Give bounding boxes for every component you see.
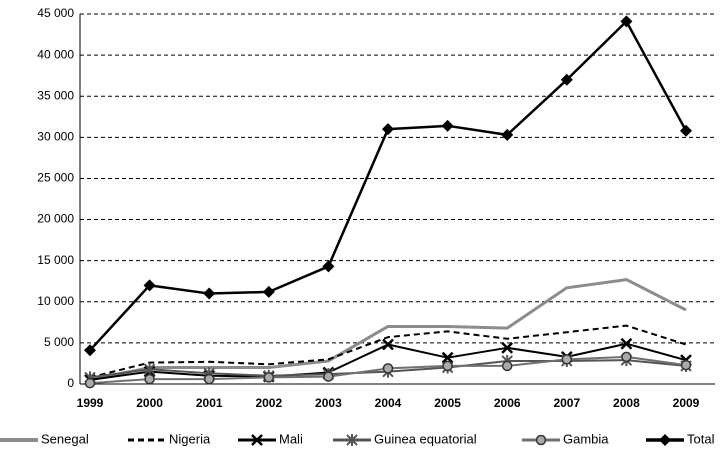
marker-cross [382, 338, 394, 351]
x-tick-label: 2002 [255, 396, 282, 410]
marker [322, 260, 335, 273]
y-tick-label: 40 000 [37, 47, 74, 61]
x-tick-label: 2007 [553, 396, 580, 410]
x-tick-label: 2003 [315, 396, 342, 410]
y-tick-label: 20 000 [37, 212, 74, 226]
marker [84, 377, 96, 389]
marker [84, 344, 96, 357]
marker-diamond [501, 128, 514, 141]
marker-circle [680, 359, 692, 371]
marker [441, 351, 454, 364]
x-tick-label: 1999 [77, 396, 104, 410]
x-tick-label: 2000 [136, 396, 163, 410]
marker-circle [382, 363, 394, 374]
x-tick-label: 2001 [196, 396, 223, 410]
marker [143, 363, 156, 376]
y-tick-label: 35 000 [37, 88, 74, 102]
series-line [89, 278, 687, 382]
marker [680, 359, 692, 371]
marker-diamond [143, 279, 156, 292]
marker-circle [84, 377, 96, 389]
marker [621, 351, 632, 363]
x-tick-label: 2004 [375, 396, 402, 410]
marker [442, 360, 453, 372]
marker [203, 287, 216, 300]
legend-label: Gambia [563, 431, 609, 446]
marker [680, 124, 692, 137]
marker-circle [203, 373, 215, 385]
marker [382, 363, 394, 374]
marker-diamond [262, 285, 275, 298]
marker-circle [263, 372, 275, 383]
y-tick-label: 5 000 [44, 335, 74, 349]
x-tick-label: 2006 [494, 396, 521, 410]
marker-diamond [382, 123, 394, 136]
marker-diamond [203, 287, 216, 300]
marker [501, 128, 514, 141]
marker [323, 371, 334, 382]
marker-diamond [659, 434, 671, 446]
marker-diamond [680, 124, 692, 137]
marker [382, 123, 394, 136]
marker [263, 372, 275, 383]
y-tick-label: 15 000 [37, 253, 74, 267]
marker-circle [144, 373, 155, 385]
marker [251, 434, 263, 446]
marker-circle [323, 371, 334, 382]
marker [560, 73, 573, 86]
x-tick-label: 2009 [673, 396, 700, 410]
legend-label: Total [687, 431, 715, 446]
marker-diamond [620, 15, 633, 28]
marker-cross [501, 341, 514, 354]
marker [143, 279, 156, 292]
y-tick-label: 45 000 [37, 6, 74, 20]
legend-label: Guinea equatorial [374, 431, 477, 446]
y-tick-label: 0 [67, 376, 74, 390]
marker-diamond [84, 344, 96, 357]
marker-circle [442, 360, 453, 372]
marker-cross [620, 337, 633, 350]
marker [561, 354, 573, 365]
marker [203, 373, 215, 385]
legend-label: Senegal [41, 431, 89, 446]
marker-cross [441, 351, 454, 364]
y-tick-label: 25 000 [37, 171, 74, 185]
marker-cross [251, 434, 263, 446]
legend-label: Mali [279, 431, 303, 446]
x-tick-label: 2005 [434, 396, 461, 410]
marker-circle [535, 434, 547, 446]
marker [346, 434, 358, 446]
marker-diamond [560, 73, 573, 86]
series-line [89, 20, 688, 352]
marker [535, 434, 547, 446]
marker [441, 119, 454, 132]
marker [620, 15, 633, 28]
marker [144, 373, 155, 385]
marker-circle [621, 351, 632, 363]
marker-star [346, 434, 358, 446]
series-line [89, 324, 687, 379]
y-tick-label: 30 000 [37, 130, 74, 144]
marker [659, 434, 671, 446]
marker-circle [501, 360, 513, 372]
x-tick-label: 2008 [613, 396, 640, 410]
marker-diamond [322, 260, 335, 273]
marker [501, 341, 514, 354]
marker-star [143, 363, 156, 376]
marker [382, 338, 394, 351]
marker [620, 337, 633, 350]
marker [501, 360, 513, 372]
marker-circle [561, 354, 573, 365]
marker-diamond [441, 119, 454, 132]
legend-label: Nigeria [169, 431, 211, 446]
y-tick-label: 10 000 [37, 294, 74, 308]
marker [262, 285, 275, 298]
